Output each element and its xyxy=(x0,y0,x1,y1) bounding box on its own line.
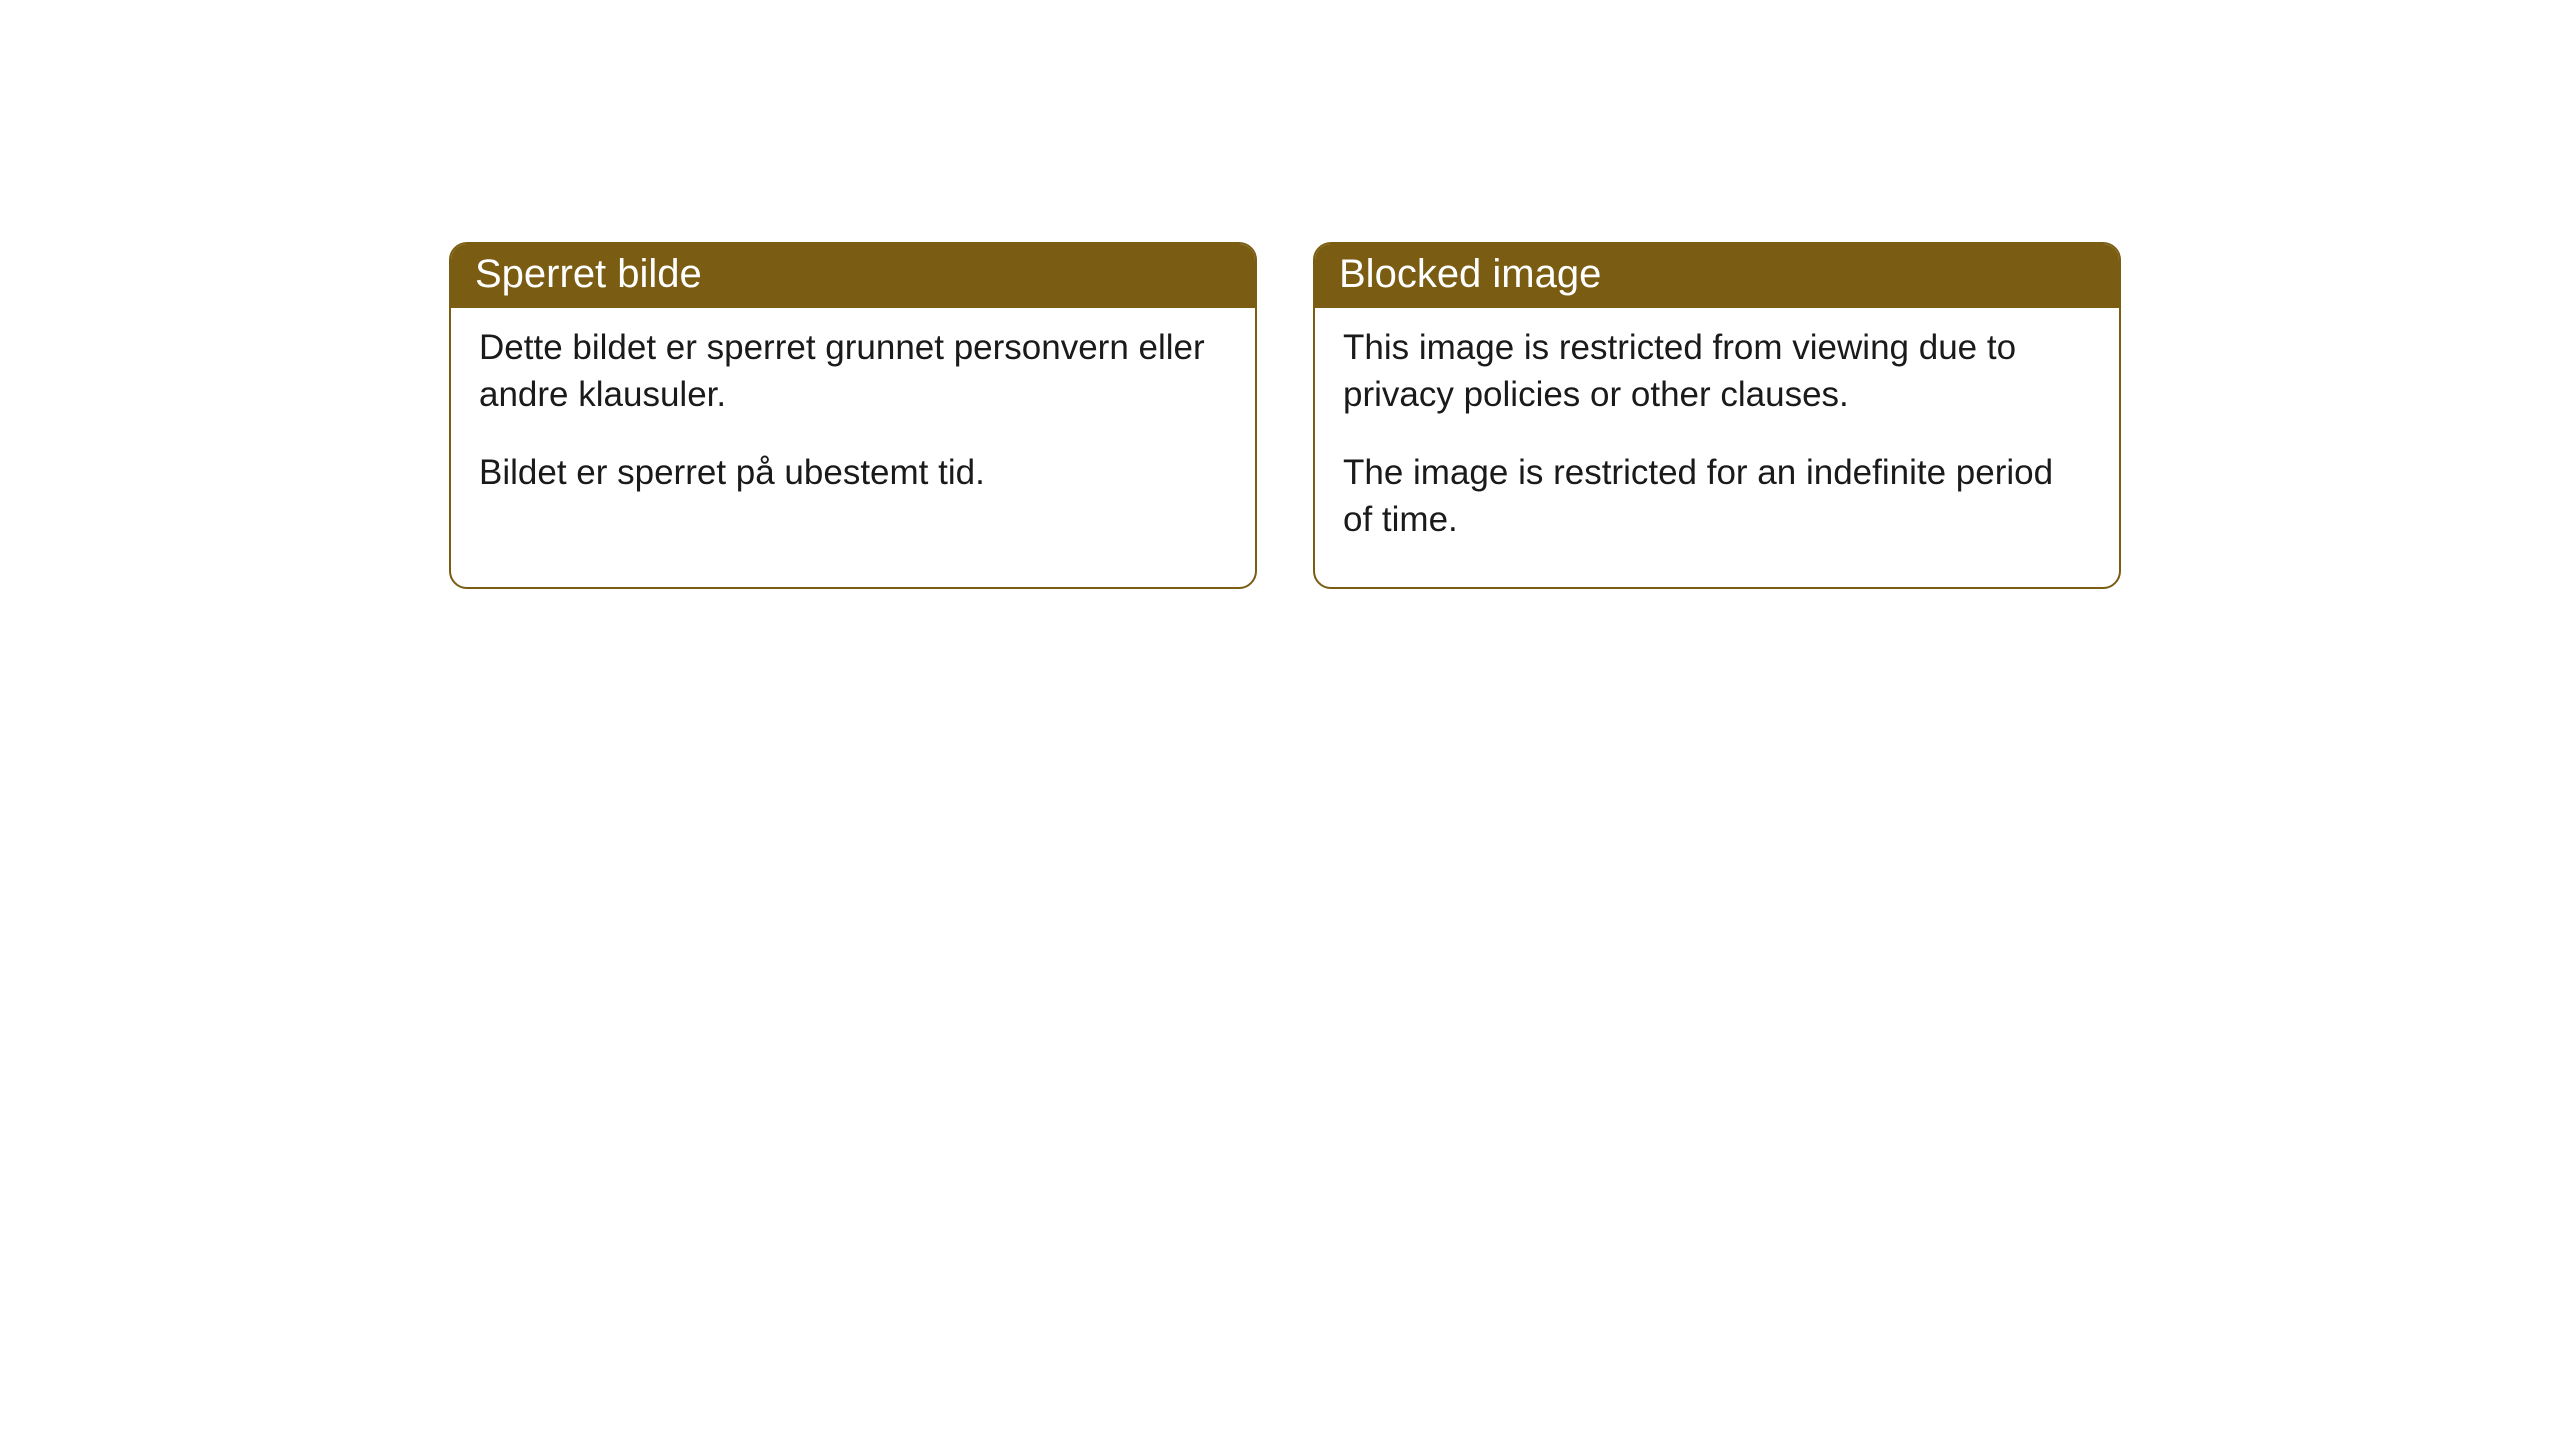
notice-cards-container: Sperret bilde Dette bildet er sperret gr… xyxy=(0,0,2560,589)
card-title-no: Sperret bilde xyxy=(475,252,702,296)
card-header-en: Blocked image xyxy=(1315,244,2119,308)
blocked-image-card-no: Sperret bilde Dette bildet er sperret gr… xyxy=(449,242,1257,589)
card-paragraph-1-en: This image is restricted from viewing du… xyxy=(1343,324,2091,419)
card-header-no: Sperret bilde xyxy=(451,244,1255,308)
card-paragraph-1-no: Dette bildet er sperret grunnet personve… xyxy=(479,324,1227,419)
card-body-no: Dette bildet er sperret grunnet personve… xyxy=(451,308,1255,540)
card-paragraph-2-no: Bildet er sperret på ubestemt tid. xyxy=(479,449,1227,496)
card-body-en: This image is restricted from viewing du… xyxy=(1315,308,2119,587)
blocked-image-card-en: Blocked image This image is restricted f… xyxy=(1313,242,2121,589)
card-paragraph-2-en: The image is restricted for an indefinit… xyxy=(1343,449,2091,544)
card-title-en: Blocked image xyxy=(1339,252,1601,296)
